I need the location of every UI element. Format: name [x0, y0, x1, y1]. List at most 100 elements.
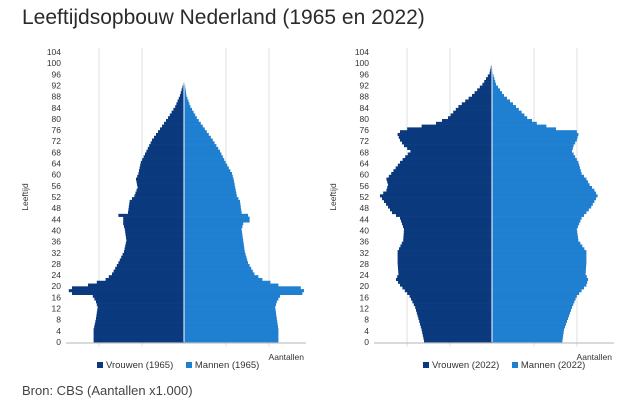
bar-men-2022-age-43	[492, 219, 581, 223]
age-tick-label: 24	[52, 270, 62, 280]
bar-women-2022-age-32	[397, 250, 492, 254]
bar-men-1965-age-0	[184, 339, 279, 343]
bar-men-1965-age-59	[184, 174, 233, 178]
bar-men-1965-age-89	[184, 91, 186, 95]
age-tick-label: 32	[52, 248, 62, 258]
bar-men-2022-age-36	[492, 238, 579, 243]
bar-women-1965-age-61	[139, 169, 184, 173]
bar-men-2022-age-56	[492, 183, 590, 187]
age-tick-label: 76	[52, 125, 62, 135]
bar-women-1965-age-71	[150, 141, 184, 145]
bar-women-1965-age-66	[143, 155, 184, 159]
bar-men-1965-age-61	[184, 169, 231, 173]
legend-label-women-1965: Vrouwen (1965)	[106, 360, 174, 371]
legend-swatch-women	[423, 362, 429, 368]
bar-men-2022-age-79	[492, 119, 532, 123]
age-tick-label: 12	[52, 304, 62, 314]
bar-men-2022-age-82	[492, 110, 522, 114]
legend-2022: Vrouwen (2022) Mannen (2022)	[423, 360, 595, 371]
bar-men-1965-age-12	[184, 305, 276, 309]
bar-men-1965-age-4	[184, 328, 279, 332]
bar-women-2022-age-86	[465, 99, 492, 103]
bar-women-1965-age-45	[118, 213, 184, 217]
bar-women-1965-age-90	[181, 88, 184, 92]
bar-women-1965-age-76	[160, 127, 184, 131]
bar-women-2022-age-81	[450, 113, 492, 117]
bar-men-1965-age-63	[184, 163, 228, 167]
bar-women-1965-age-83	[173, 107, 184, 111]
bar-men-1965-age-86	[184, 99, 189, 103]
bar-men-2022-age-39	[492, 230, 578, 234]
bar-men-1965-age-33	[184, 247, 245, 251]
bar-men-2022-age-73	[492, 135, 578, 139]
bar-men-2022-age-27	[492, 264, 587, 268]
age-tick-label: 56	[52, 181, 62, 191]
bar-women-2022-age-28	[397, 261, 492, 265]
bar-women-1965-age-69	[147, 146, 184, 150]
bar-women-1965-age-28	[118, 261, 184, 265]
age-tick-label: 44	[360, 214, 370, 224]
bar-men-1965-age-37	[184, 236, 243, 240]
bar-women-1965-age-78	[164, 121, 184, 125]
bar-women-2022-age-59	[388, 174, 492, 178]
bar-women-1965-age-37	[126, 236, 184, 240]
bar-men-2022-age-80	[492, 116, 528, 120]
bar-men-2022-age-25	[492, 269, 586, 273]
bar-men-2022-age-84	[492, 105, 516, 109]
bar-women-1965-age-73	[154, 135, 184, 139]
age-tick-label: 8	[56, 315, 61, 325]
bar-men-1965-age-80	[184, 116, 197, 120]
y-axis-label: Leeftijd	[20, 183, 30, 211]
bar-men-1965-age-6	[184, 322, 278, 326]
age-tick-label: 100	[47, 58, 61, 68]
bar-men-2022-age-41	[492, 224, 578, 229]
bar-men-1965-age-53	[184, 191, 237, 195]
bar-women-2022-age-74	[397, 132, 492, 137]
bar-men-2022-age-75	[492, 130, 577, 134]
age-tick-label: 16	[360, 292, 370, 302]
age-tick-label: 96	[52, 69, 62, 79]
age-tick-label: 28	[360, 259, 370, 269]
bar-men-1965-age-5	[184, 325, 278, 329]
age-tick-label: 36	[52, 237, 62, 247]
bar-women-2022-age-49	[386, 202, 492, 206]
bar-women-1965-age-11	[97, 308, 184, 312]
bar-women-1965-age-52	[134, 194, 184, 198]
bar-men-2022-age-16	[492, 294, 577, 298]
bar-women-2022-age-47	[390, 208, 492, 212]
x-axis-label: Aantallen	[269, 352, 305, 362]
bar-women-1965-age-74	[156, 132, 184, 137]
legend-item-men-1965: Mannen (1965)	[185, 360, 259, 371]
bar-men-1965-age-87	[184, 96, 188, 100]
bar-women-2022-age-19	[402, 286, 492, 290]
bar-men-1965-age-38	[184, 233, 243, 237]
bar-women-1965-age-72	[152, 138, 184, 142]
bar-women-2022-age-45	[396, 213, 492, 217]
bar-men-2022-age-38	[492, 233, 578, 237]
age-tick-label: 52	[360, 192, 370, 202]
bar-men-1965-age-25	[184, 269, 253, 273]
bar-men-1965-age-15	[184, 297, 279, 301]
bar-men-1965-age-28	[184, 261, 248, 265]
bar-men-1965-age-56	[184, 183, 235, 187]
bar-men-1965-age-55	[184, 185, 236, 190]
bar-men-2022-age-28	[492, 261, 587, 265]
bar-women-1965-age-9	[96, 314, 184, 318]
bar-men-1965-age-36	[184, 238, 244, 243]
bar-men-2022-age-21	[492, 280, 588, 284]
bar-women-2022-age-20	[400, 283, 492, 287]
bar-men-2022-age-18	[492, 289, 582, 293]
bar-men-2022-age-45	[492, 213, 584, 217]
bar-men-2022-age-71	[492, 141, 576, 145]
bar-men-2022-age-49	[492, 202, 593, 206]
bar-men-2022-age-44	[492, 216, 582, 220]
bar-women-1965-age-3	[93, 330, 184, 335]
bar-women-2022-age-82	[453, 110, 492, 114]
bar-women-2022-age-70	[404, 144, 492, 148]
bar-women-1965-age-79	[166, 119, 184, 123]
bar-women-1965-age-84	[175, 105, 184, 109]
bar-men-2022-age-19	[492, 286, 584, 290]
bar-men-2022-age-87	[492, 96, 507, 100]
bar-women-1965-age-64	[140, 160, 184, 164]
bar-men-2022-age-64	[492, 160, 579, 164]
